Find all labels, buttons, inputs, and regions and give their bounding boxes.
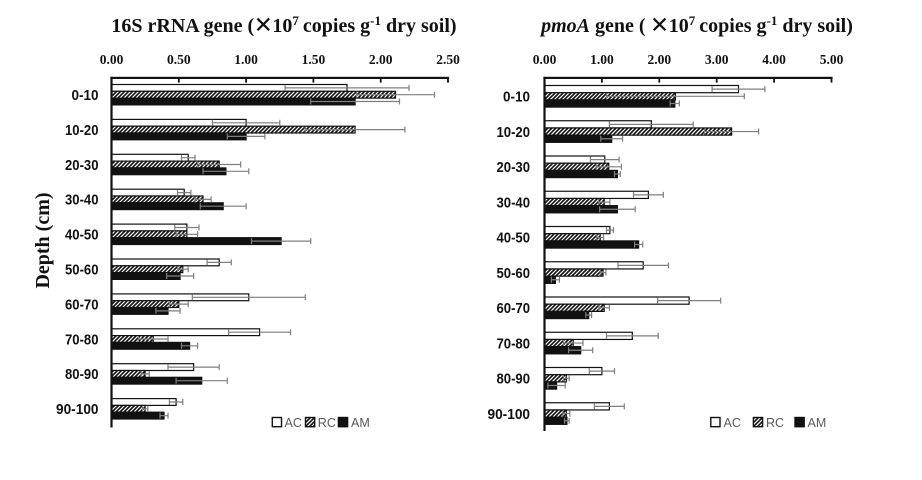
svg-text:AM: AM bbox=[351, 416, 370, 430]
svg-text:0.00: 0.00 bbox=[100, 52, 124, 67]
svg-text:0.50: 0.50 bbox=[167, 52, 191, 67]
svg-text:2.00: 2.00 bbox=[647, 52, 671, 67]
svg-text:10-20: 10-20 bbox=[65, 123, 99, 139]
svg-text:40-50: 40-50 bbox=[497, 231, 531, 247]
svg-text:1.50: 1.50 bbox=[302, 52, 326, 67]
svg-text:30-40: 30-40 bbox=[65, 193, 99, 209]
svg-text:80-90: 80-90 bbox=[65, 367, 99, 383]
svg-text:0-10: 0-10 bbox=[72, 88, 99, 104]
svg-text:50-60: 50-60 bbox=[65, 263, 99, 279]
svg-text:5.00: 5.00 bbox=[820, 52, 844, 67]
svg-text:0-10: 0-10 bbox=[503, 90, 530, 106]
svg-text:1.00: 1.00 bbox=[234, 52, 258, 67]
svg-text:90-100: 90-100 bbox=[488, 407, 531, 423]
svg-text:90-100: 90-100 bbox=[56, 402, 99, 418]
svg-text:80-90: 80-90 bbox=[497, 372, 531, 388]
svg-text:70-80: 70-80 bbox=[65, 332, 99, 348]
svg-text:30-40: 30-40 bbox=[497, 195, 531, 211]
svg-text:RC: RC bbox=[766, 416, 784, 430]
svg-text:3.00: 3.00 bbox=[705, 52, 729, 67]
svg-text:1.00: 1.00 bbox=[590, 52, 614, 67]
svg-text:10-20: 10-20 bbox=[497, 125, 531, 141]
svg-text:60-70: 60-70 bbox=[497, 301, 531, 317]
svg-text:AC: AC bbox=[285, 416, 302, 430]
svg-text:60-70: 60-70 bbox=[65, 297, 99, 313]
svg-text:50-60: 50-60 bbox=[497, 266, 531, 282]
svg-text:2.00: 2.00 bbox=[369, 52, 393, 67]
svg-text:2.50: 2.50 bbox=[436, 52, 460, 67]
svg-text:70-80: 70-80 bbox=[497, 336, 531, 352]
svg-text:AC: AC bbox=[724, 416, 741, 430]
svg-text:0.00: 0.00 bbox=[533, 52, 557, 67]
svg-text:Depth (cm): Depth (cm) bbox=[32, 192, 54, 288]
svg-text:4.00: 4.00 bbox=[762, 52, 786, 67]
svg-text:20-30: 20-30 bbox=[497, 160, 531, 176]
svg-text:20-30: 20-30 bbox=[65, 158, 99, 174]
svg-text:40-50: 40-50 bbox=[65, 228, 99, 244]
svg-text:RC: RC bbox=[318, 416, 336, 430]
svg-text:AM: AM bbox=[808, 416, 827, 430]
